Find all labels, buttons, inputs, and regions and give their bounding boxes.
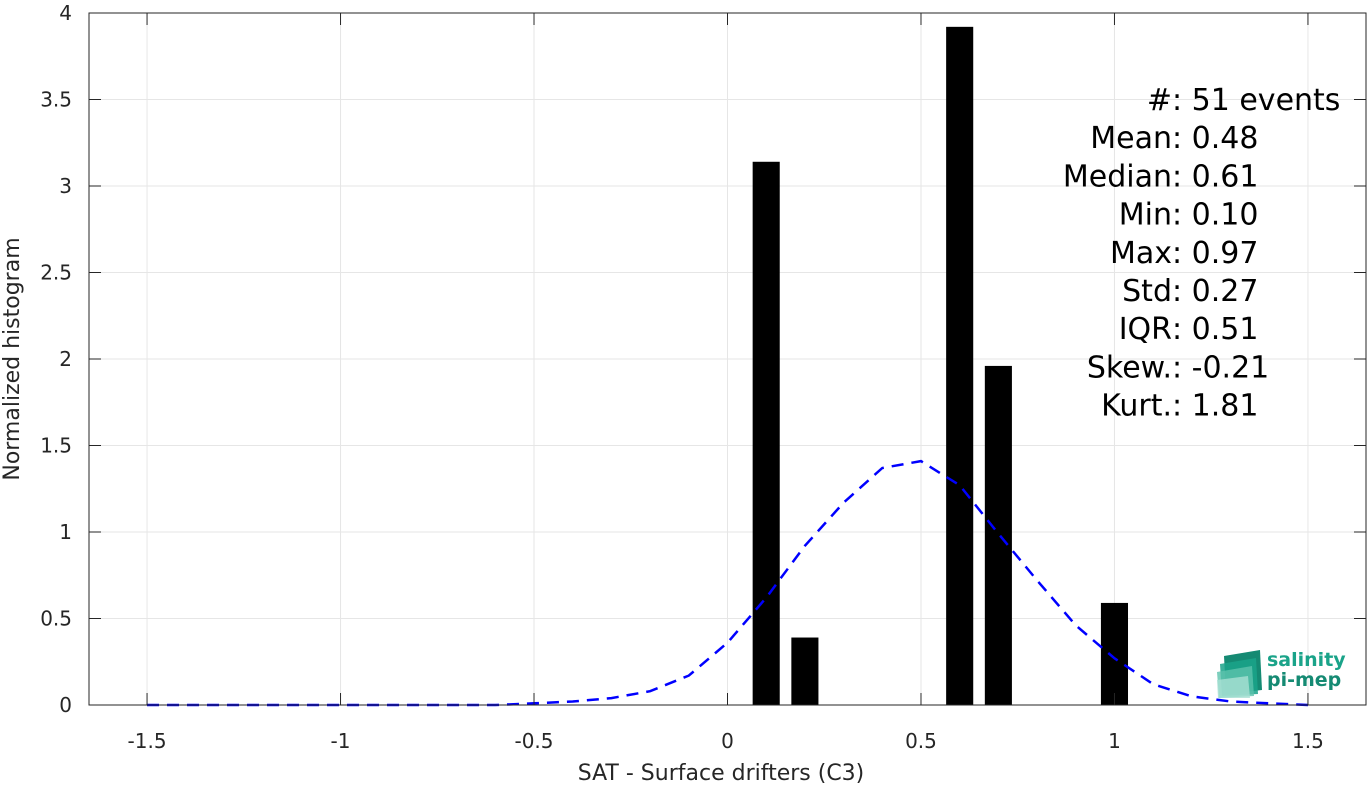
stat-value: : 0.27	[1172, 274, 1258, 309]
x-tick-label: -1.5	[128, 729, 167, 753]
stat-label: Std	[1122, 274, 1172, 309]
x-tick-label: 1.5	[1292, 729, 1324, 753]
axis-ticks	[89, 12, 1366, 706]
y-tick-label: 1.5	[40, 434, 72, 458]
x-tick-label: 0.5	[905, 729, 937, 753]
y-tick-label: 3.5	[40, 88, 72, 112]
y-tick-labels: 0 0.5 1 1.5 2 2.5 3 3.5 4	[40, 1, 72, 717]
stat-value: : 0.61	[1172, 159, 1258, 194]
stat-label: Kurt.	[1101, 389, 1172, 424]
logo-wave-icon	[1217, 650, 1262, 698]
salinity-pi-mep-logo: salinity pi-mep	[1217, 649, 1346, 698]
histogram-bar	[791, 637, 819, 705]
y-tick-label: 2.5	[40, 261, 72, 285]
x-tick-label: 0	[721, 729, 734, 753]
stat-label: Max	[1110, 236, 1172, 271]
x-tick-label: 1	[1108, 729, 1121, 753]
stat-label: Median	[1063, 159, 1172, 194]
y-tick-label: 4	[59, 1, 72, 25]
logo-line1: salinity	[1267, 649, 1346, 671]
stat-label: #	[1147, 83, 1172, 118]
y-tick-label: 1	[59, 520, 72, 544]
stat-value: : 0.10	[1172, 198, 1258, 233]
y-tick-label: 0	[59, 693, 72, 717]
stat-value: : -0.21	[1172, 350, 1269, 385]
histogram-bar	[946, 26, 974, 705]
y-axis-label: Normalized histogram	[0, 237, 25, 480]
y-tick-label: 3	[59, 174, 72, 198]
x-tick-label: -0.5	[514, 729, 553, 753]
stat-label: Mean	[1090, 121, 1172, 156]
stat-label: Skew.	[1087, 350, 1172, 385]
histogram-bar	[752, 161, 780, 705]
stat-value: : 51 events	[1172, 83, 1340, 118]
logo-line2: pi-mep	[1267, 669, 1341, 691]
stat-value: : 0.48	[1172, 121, 1258, 156]
stat-label: Min	[1119, 198, 1172, 233]
x-axis-label: SAT - Surface drifters (C3)	[578, 761, 865, 785]
x-tick-label: -1	[331, 729, 351, 753]
y-tick-label: 0.5	[40, 607, 72, 631]
histogram-bar	[1100, 602, 1129, 705]
stat-value: : 0.97	[1172, 236, 1258, 271]
histogram-bar	[984, 365, 1012, 705]
stat-label: IQR	[1119, 312, 1172, 347]
y-tick-label: 2	[59, 347, 72, 371]
bars-group	[752, 26, 1129, 705]
stat-value: : 0.51	[1172, 312, 1258, 347]
normal-fit-curve	[147, 459, 1309, 707]
x-tick-labels: -1.5 -1 -0.5 0 0.5 1 1.5	[128, 729, 1324, 753]
stat-value: : 1.81	[1172, 389, 1258, 424]
